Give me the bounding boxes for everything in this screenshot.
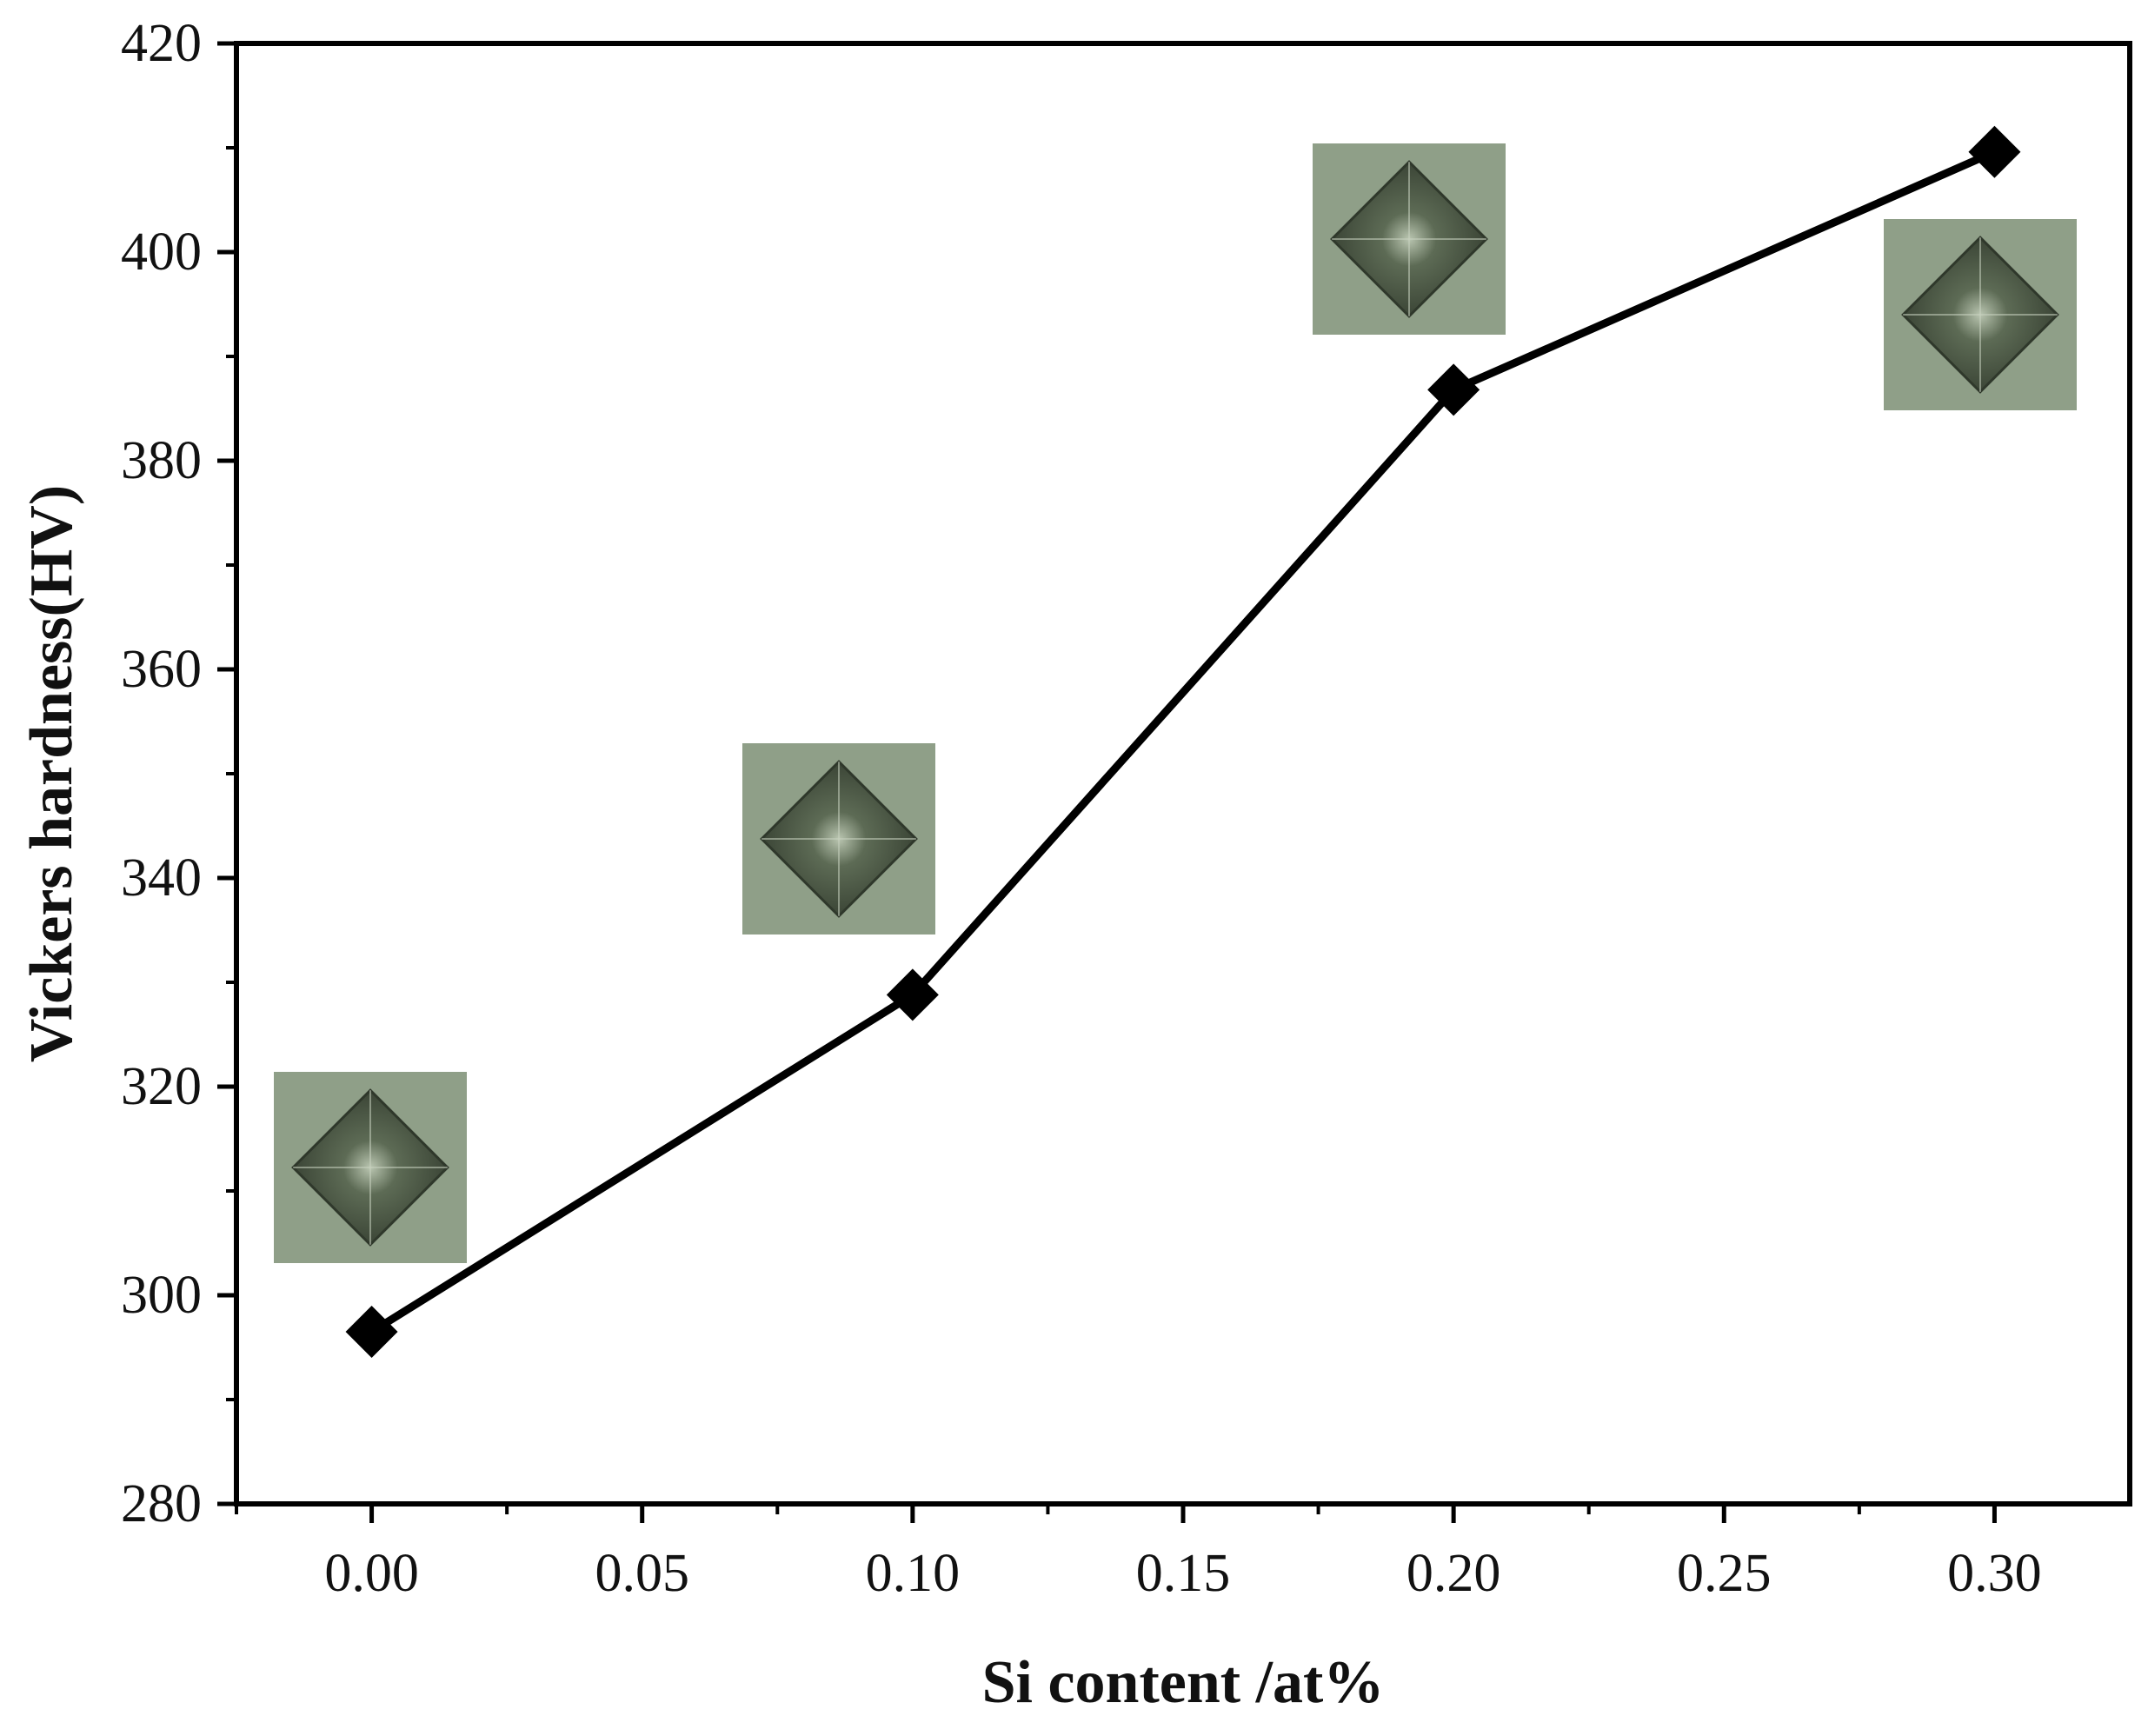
data-point-marker [886, 968, 939, 1021]
y-tick-label: 280 [121, 1474, 202, 1533]
x-tick-label: 0.05 [595, 1544, 689, 1603]
series-line [369, 148, 1997, 1335]
series-layer [345, 125, 2021, 1358]
x-tick-label: 0.25 [1677, 1544, 1772, 1603]
x-tick-label: 0.00 [324, 1544, 419, 1603]
plot-frame [234, 41, 2132, 1507]
data-point-marker [345, 1306, 398, 1358]
y-tick-label: 380 [121, 431, 202, 490]
y-tick-label: 320 [121, 1057, 202, 1116]
y-tick-label: 360 [121, 640, 202, 699]
y-tick-label: 420 [121, 14, 202, 73]
indentation-micrograph [274, 1072, 467, 1263]
x-tick-label: 0.15 [1136, 1544, 1231, 1603]
x-axis-title: Si content /at% [982, 1649, 1385, 1716]
y-axis-title: Vickers hardness(HV) [18, 485, 85, 1062]
x-tick-label: 0.30 [1947, 1544, 2042, 1603]
indentation-micrograph [1313, 143, 1506, 335]
x-tick-label: 0.10 [866, 1544, 961, 1603]
data-point-marker [1968, 125, 2021, 178]
y-tick-label: 400 [121, 223, 202, 282]
indentation-micrograph [742, 743, 935, 935]
y-tick-label: 300 [121, 1266, 202, 1325]
axes: 0.00 0.05 0.10 0.15 0.20 0.25 0.30 280 300 320 34… [121, 14, 2132, 1603]
x-tick-label: 0.20 [1407, 1544, 1501, 1603]
data-point-marker [1427, 363, 1480, 416]
indentation-micrograph [1884, 219, 2077, 410]
y-axis-ticks: 280 300 320 340 360 380 400 420 [121, 14, 236, 1533]
y-tick-label: 340 [121, 848, 202, 908]
indentation-insets [274, 143, 2077, 1263]
x-axis-ticks: 0.00 0.05 0.10 0.15 0.20 0.25 0.30 [235, 1504, 2042, 1603]
